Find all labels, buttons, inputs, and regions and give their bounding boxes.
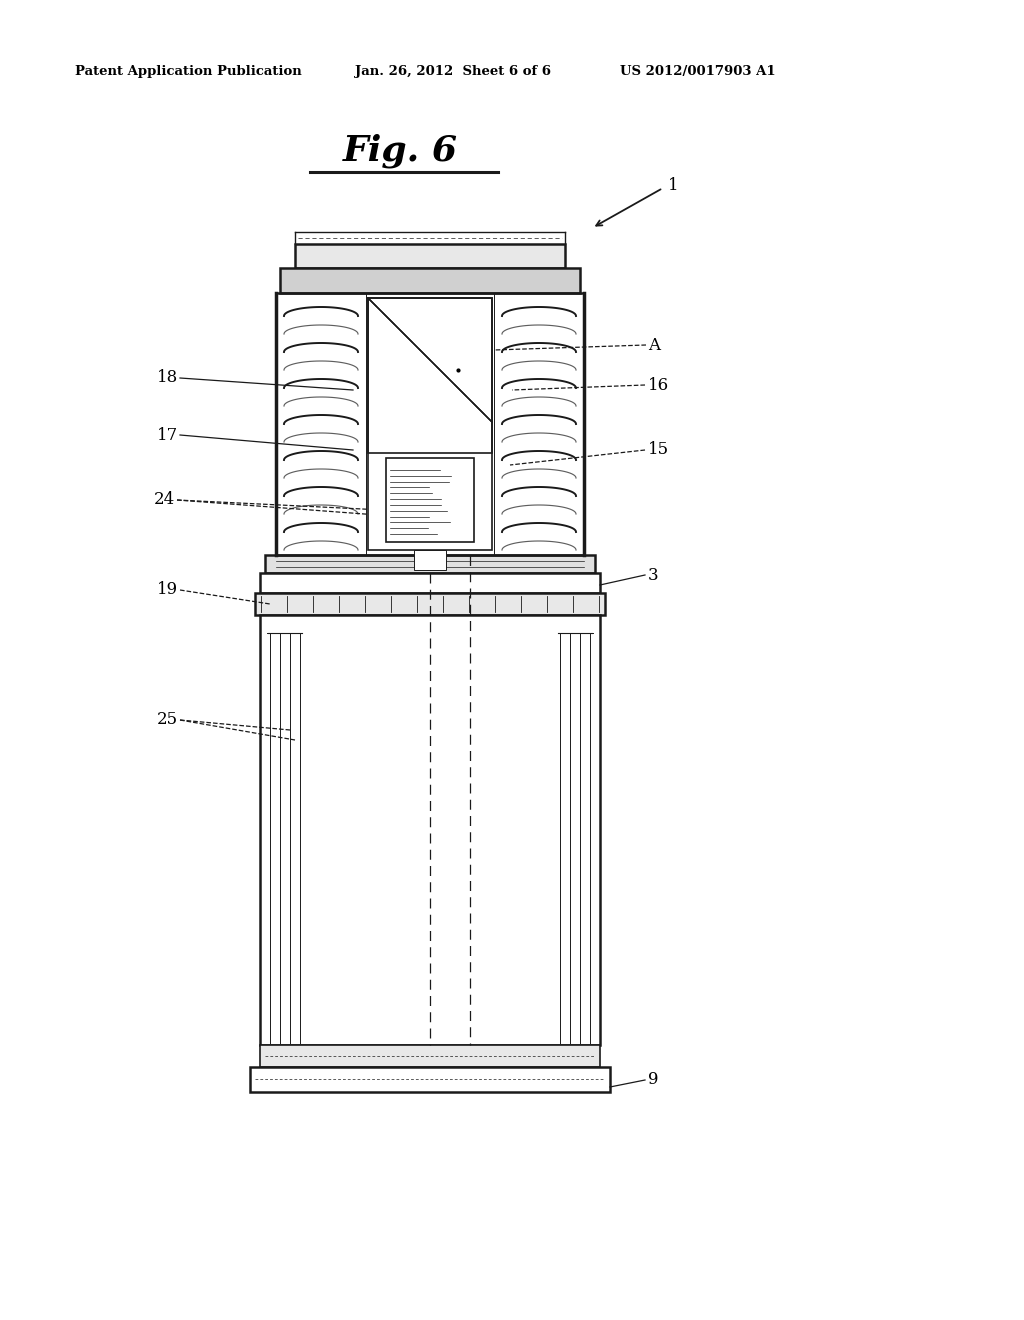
FancyBboxPatch shape bbox=[368, 298, 492, 550]
Text: 19: 19 bbox=[157, 582, 178, 598]
Text: 25: 25 bbox=[157, 711, 178, 729]
Text: 16: 16 bbox=[648, 376, 669, 393]
FancyBboxPatch shape bbox=[295, 244, 565, 268]
Text: A: A bbox=[648, 337, 660, 354]
FancyBboxPatch shape bbox=[260, 573, 600, 593]
Text: 24: 24 bbox=[154, 491, 175, 508]
Text: US 2012/0017903 A1: US 2012/0017903 A1 bbox=[620, 66, 775, 78]
FancyBboxPatch shape bbox=[386, 458, 474, 543]
Text: 9: 9 bbox=[648, 1072, 658, 1089]
FancyBboxPatch shape bbox=[280, 268, 580, 293]
FancyBboxPatch shape bbox=[414, 550, 446, 570]
Text: 15: 15 bbox=[648, 441, 669, 458]
FancyBboxPatch shape bbox=[265, 554, 595, 573]
Text: 18: 18 bbox=[157, 370, 178, 387]
Text: Fig. 6: Fig. 6 bbox=[342, 133, 458, 168]
Text: Patent Application Publication: Patent Application Publication bbox=[75, 66, 302, 78]
FancyBboxPatch shape bbox=[255, 593, 605, 615]
Text: Jan. 26, 2012  Sheet 6 of 6: Jan. 26, 2012 Sheet 6 of 6 bbox=[355, 66, 551, 78]
Text: 3: 3 bbox=[648, 566, 658, 583]
Text: 17: 17 bbox=[157, 426, 178, 444]
FancyBboxPatch shape bbox=[260, 615, 600, 1045]
FancyBboxPatch shape bbox=[250, 1067, 610, 1092]
Text: 1: 1 bbox=[668, 177, 679, 194]
FancyBboxPatch shape bbox=[260, 1045, 600, 1067]
